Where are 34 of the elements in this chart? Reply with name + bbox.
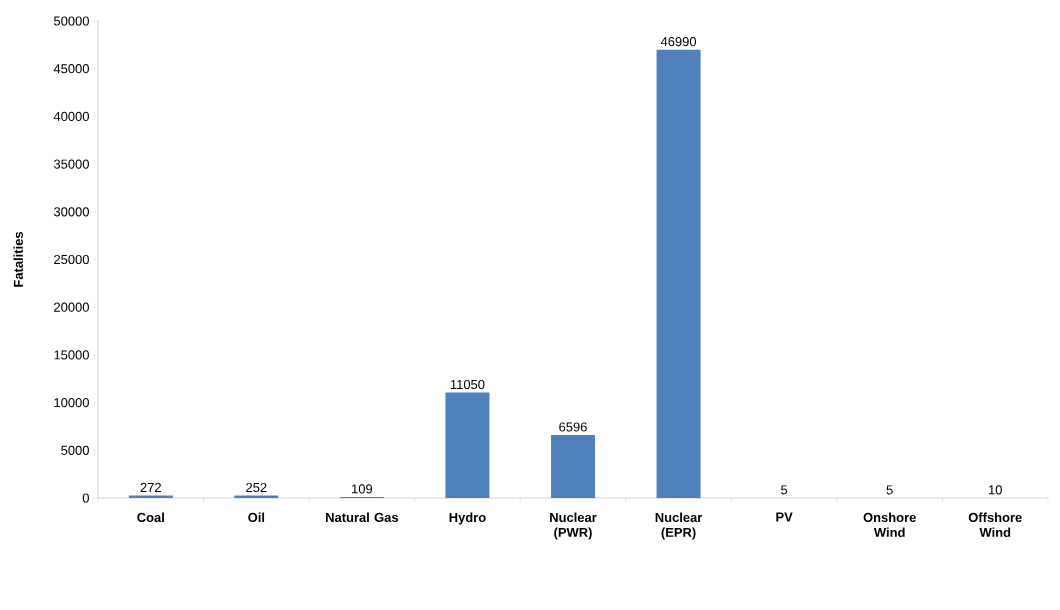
x-tick-label: Nuclear (PWR)	[550, 512, 597, 540]
data-label: 10	[989, 485, 1002, 495]
x-tick-label: PV	[776, 512, 793, 522]
data-label: 5	[781, 485, 788, 495]
x-tick-label: Offshore Wind	[968, 512, 1022, 537]
data-label: 6596	[559, 422, 587, 432]
y-tick-label: 15000	[54, 350, 89, 360]
data-label: 252	[246, 482, 267, 493]
y-tick-label: 40000	[53, 111, 89, 121]
data-label: 46990	[660, 37, 697, 47]
y-tick-label: 20000	[54, 302, 89, 312]
data-label: 109	[352, 484, 373, 494]
data-label: 5	[886, 485, 893, 495]
bar	[551, 435, 595, 498]
y-tick-label: 35000	[53, 159, 89, 169]
x-tick-label: Hydro	[449, 512, 486, 525]
y-tick-label: 0	[82, 493, 89, 503]
x-tick-label: Natural Gas	[326, 512, 399, 523]
data-label: 11050	[450, 379, 485, 390]
y-tick-label: 25000	[54, 254, 89, 265]
y-tick-label: 45000	[53, 64, 89, 74]
x-tick-label: Onshore Wind	[863, 512, 916, 537]
x-tick-label: Coal	[137, 512, 164, 523]
data-label: 272	[140, 482, 161, 492]
y-tick-label: 30000	[53, 207, 89, 217]
x-tick-label: Nuclear (EPR)	[655, 512, 703, 540]
bar	[128, 495, 173, 498]
x-tick-label: Oil	[248, 512, 265, 523]
y-axis-title: Fatalities	[13, 231, 23, 287]
bar	[445, 392, 490, 498]
y-tick-label: 5000	[61, 445, 89, 455]
y-tick-label: 50000	[53, 16, 89, 26]
bar	[656, 49, 701, 498]
y-tick-label: 10000	[54, 398, 89, 408]
